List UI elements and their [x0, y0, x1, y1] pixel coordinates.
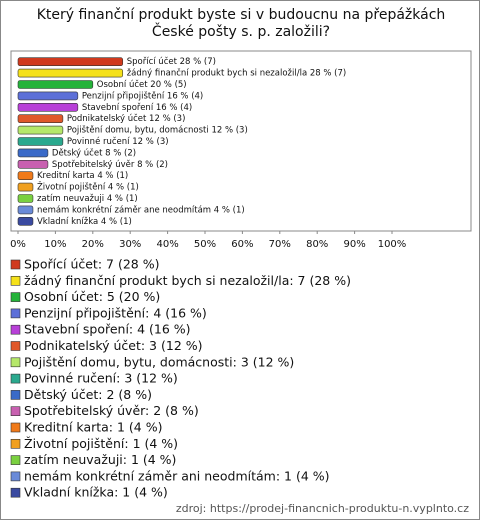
legend-swatch [10, 422, 21, 433]
value-label: zatím neuvažuji 4 % (1) [37, 194, 138, 204]
legend-swatch [10, 455, 21, 465]
legend-swatch [10, 406, 21, 417]
x-tick-label: 90% [343, 239, 365, 250]
legend-swatch [10, 259, 21, 270]
legend-label: nemám konkrétní záměr ani neodmítám: 1 (… [24, 468, 330, 483]
value-label: Penzijní připojištění 16 % (4) [82, 90, 203, 101]
legend-label: Penzijní připojištění: 4 (16 %) [24, 305, 207, 320]
x-tick-label: 80% [306, 239, 328, 250]
bar [17, 68, 124, 78]
bar [17, 148, 49, 158]
value-label: Podnikatelský účet 12 % (3) [67, 113, 186, 124]
x-tick-label: 20% [82, 239, 104, 250]
bar [17, 171, 34, 180]
x-tick-label: 40% [156, 239, 178, 250]
legend-label: Podnikatelský účet: 3 (12 %) [24, 338, 203, 353]
value-label: Pojištění domu, bytu, domácnosti 12 % (3… [67, 125, 248, 136]
bar [17, 125, 64, 135]
x-tick-label: 70% [269, 239, 291, 250]
x-tick-label: 50% [194, 239, 216, 250]
value-label: Osobní účet 20 % (5) [97, 79, 187, 90]
legend-swatch [10, 438, 21, 449]
x-tick-label: 30% [119, 239, 141, 250]
value-label: Dětský účet 8 % (2) [52, 147, 136, 158]
legend-label: Osobní účet: 5 (20 %) [24, 289, 160, 304]
legend-label: Pojištění domu, bytu, domácnosti: 3 (12 … [24, 354, 294, 369]
bar [17, 137, 64, 146]
bar [17, 160, 49, 169]
bar [17, 114, 64, 123]
legend-swatch [10, 275, 21, 286]
bar [17, 182, 34, 192]
x-tick-label: 100% [378, 239, 407, 250]
legend-swatch [10, 390, 21, 400]
legend-label: žádný finanční produkt bych si nezaložil… [24, 273, 351, 288]
legend-label: Dětský účet: 2 (8 %) [24, 387, 152, 402]
legend-swatch [10, 308, 21, 319]
bar [17, 103, 79, 112]
bar [17, 80, 94, 89]
value-label: Životní pojištění 4 % (1) [37, 181, 139, 193]
legend-label: Kreditní karta: 1 (4 %) [24, 420, 162, 435]
legend-swatch [10, 324, 21, 335]
bar [17, 217, 34, 226]
bar [17, 205, 34, 215]
legend-label: Povinné ručení: 3 (12 %) [24, 371, 178, 386]
legend-swatch [10, 487, 21, 498]
value-label: Stavební spoření 16 % (4) [82, 103, 192, 113]
value-label: žádný finanční produkt bych si nezaložil… [127, 68, 346, 79]
value-label: Spotřebitelský úvěr 8 % (2) [52, 160, 168, 170]
value-label: Spořící účet 28 % (7) [127, 56, 216, 67]
legend-label: zatím neuvažuji: 1 (4 %) [24, 452, 176, 467]
x-tick-label: 60% [231, 239, 253, 250]
legend-label: Životní pojištění: 1 (4 %) [24, 436, 178, 451]
value-label: nemám konkrétní záměr ane neodmítám 4 % … [37, 204, 245, 215]
value-label: Povinné ručení 12 % (3) [67, 136, 169, 147]
chart-title: Který finanční produkt byste si v budouc… [36, 7, 446, 40]
legend-label: Spořící účet: 7 (28 %) [24, 257, 159, 272]
legend-swatch [10, 471, 21, 482]
legend-swatch [10, 292, 21, 302]
bar [17, 194, 34, 203]
legend-label: Stavební spoření: 4 (16 %) [24, 322, 191, 337]
legend-swatch [10, 341, 21, 351]
legend-swatch [10, 373, 21, 384]
bar [17, 57, 124, 67]
value-label: Vkladní knížka 4 % (1) [37, 217, 132, 227]
value-label: Kreditní karta 4 % (1) [37, 171, 128, 181]
x-tick-label: 10% [44, 239, 66, 250]
legend-label: Vkladní knížka: 1 (4 %) [24, 485, 168, 500]
x-tick-label: 0% [10, 239, 26, 250]
legend-swatch [10, 357, 21, 368]
source: zdroj: https://prodej-financnich-produkt… [176, 502, 469, 515]
legend-label: Spotřebitelský úvěr: 2 (8 %) [24, 403, 199, 418]
bar [17, 91, 79, 101]
